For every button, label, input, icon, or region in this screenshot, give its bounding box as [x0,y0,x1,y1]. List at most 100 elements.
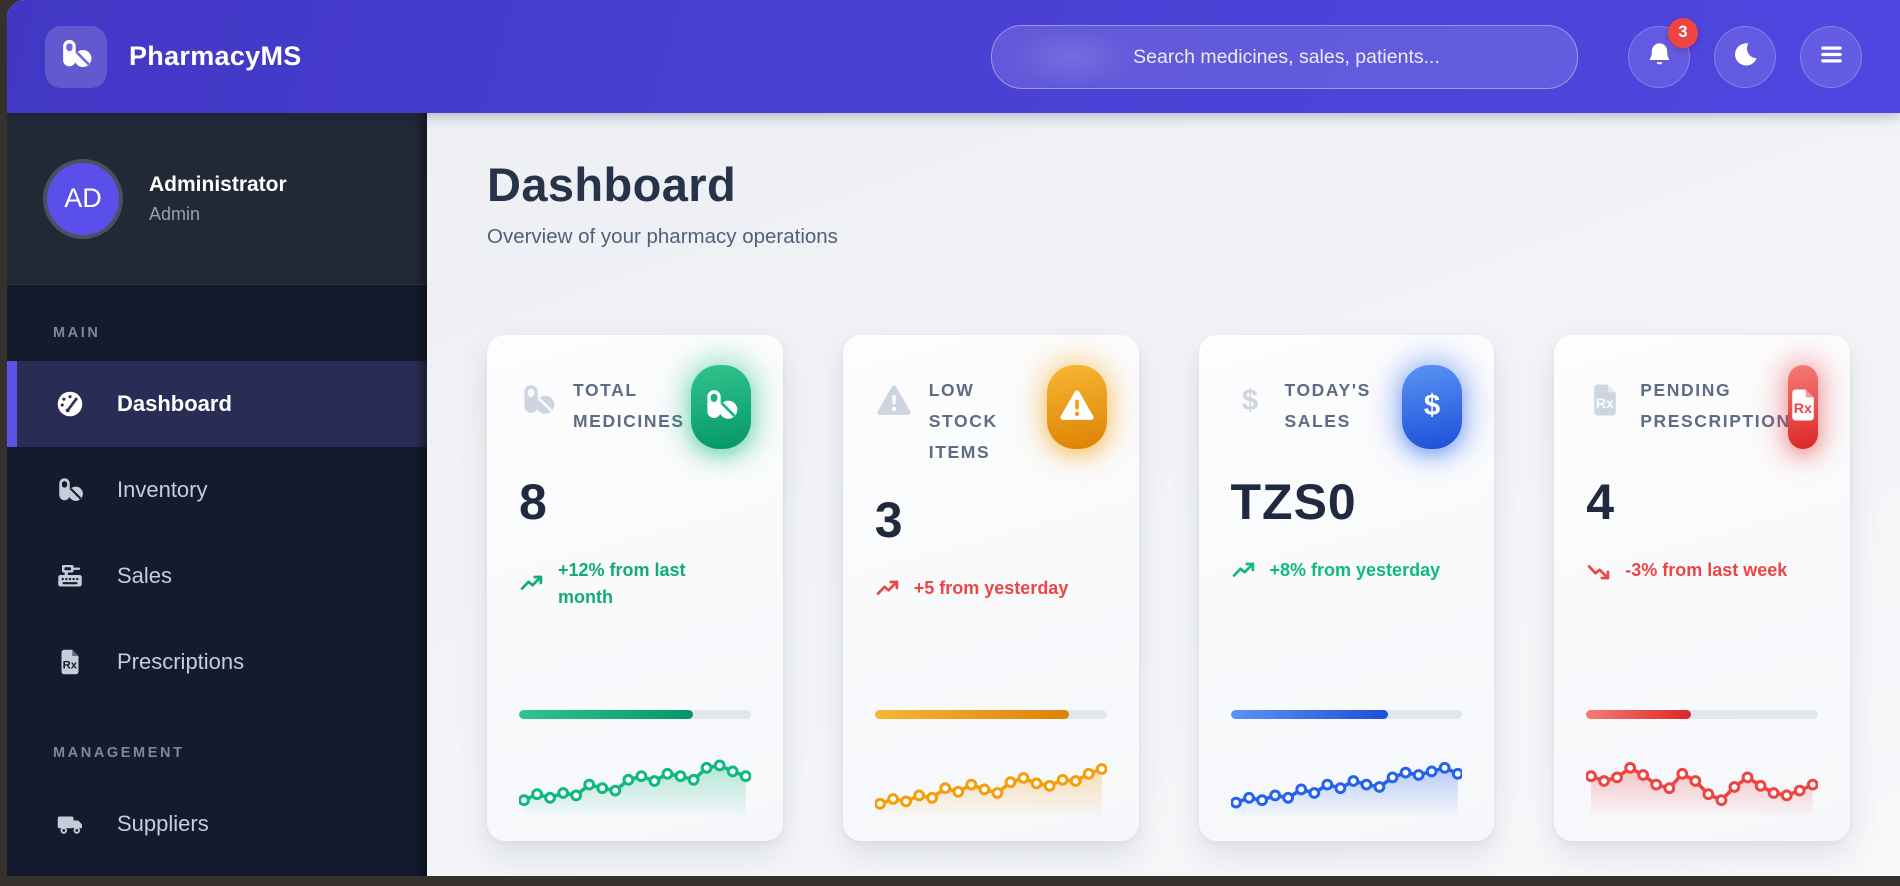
sidebar-item-label: Suppliers [117,811,209,836]
stat-card-badge [1046,365,1107,450]
dollar-icon: $ [1231,381,1269,419]
register-icon [53,559,87,593]
notification-count-badge: 3 [1668,17,1698,48]
pills-icon [702,386,740,429]
sparkline-chart [519,739,751,816]
menu-button[interactable] [1800,25,1862,88]
stat-card-value: 4 [1586,474,1616,531]
progress-track [1586,710,1818,720]
warning-icon [875,381,913,419]
nav-section-label: MANAGEMENT [53,745,185,761]
svg-text:Rx: Rx [1794,401,1812,417]
stat-card-label: PENDING PRESCRIPTIONS [1640,380,1804,432]
trend-text: -3% from last week [1625,560,1788,581]
sidebar-item-suppliers[interactable]: Suppliers [7,781,427,867]
rx-file-icon: Rx [1784,386,1822,429]
content-split: AD Administrator Admin MAIN Dashboard Inve… [7,113,1900,876]
sparkline-chart [874,739,1107,816]
stat-card-label: TODAY'S SALES [1284,380,1371,432]
progress-track [874,710,1107,720]
stat-card-header: $ TODAY'S SALES $ [1231,365,1463,450]
stat-card-trend: +5 from yesterday [875,575,1107,602]
main-content: Dashboard Overview of your pharmacy oper… [427,113,1900,876]
svg-text:$: $ [1424,389,1440,422]
user-role: Admin [149,203,201,224]
trend-down-icon [1586,558,1612,584]
global-search [991,24,1581,90]
stat-card-header: Rx PENDING PRESCRIPTIONS Rx [1586,365,1818,450]
app-title: PharmacyMS [129,41,302,71]
stat-card: LOW STOCK ITEMS 3 +5 from yesterday [842,335,1139,842]
stat-card-badge: Rx [1788,365,1818,450]
stat-card-value: TZS0 [1230,474,1357,531]
progress-track [519,710,751,720]
nav-section-label: MAIN [53,325,101,341]
sidebar-item-sales[interactable]: Sales [7,533,427,619]
stat-card: TOTAL MEDICINES 8 +12% from last month [487,335,783,842]
sidebar-item-label: Sales [117,563,173,588]
warning-icon [1058,386,1096,429]
stat-card-label: TOTAL MEDICINES [573,380,685,432]
app-shell: PharmacyMS 3 AD Administrator Admin M [7,0,1900,876]
pills-icon [58,36,94,77]
menu-icon [1817,40,1846,74]
svg-text:Rx: Rx [63,660,78,672]
rx-file-icon: Rx [1586,381,1624,419]
sidebar: AD Administrator Admin MAIN Dashboard Inve… [7,113,427,876]
notifications-button[interactable]: 3 [1628,17,1698,88]
moon-icon [1731,40,1760,74]
stat-card-badge [690,365,751,450]
progress-track [1230,710,1463,720]
progress-fill [874,710,1070,720]
trend-text: +12% from last month [558,560,686,608]
avatar: AD [43,158,123,239]
sidebar-item-prescriptions[interactable]: Rx Prescriptions [7,619,427,705]
stat-card-badge: $ [1402,365,1463,450]
svg-text:Rx: Rx [1596,397,1614,413]
stat-card-header: TOTAL MEDICINES [519,365,751,450]
progress-fill [1230,710,1389,720]
pills-icon [53,473,87,507]
search-input[interactable] [992,25,1581,90]
top-bar: PharmacyMS 3 [7,0,1900,113]
rx-file-icon: Rx [53,645,87,679]
user-meta: Administrator Admin [149,173,287,225]
progress-fill [519,710,693,720]
stat-card-trend: +12% from last month [519,557,751,611]
sidebar-item-label: Prescriptions [117,649,245,674]
sidebar-item-dashboard[interactable]: Dashboard [7,361,427,447]
stat-card-value: 8 [519,474,548,531]
sidebar-item-label: Inventory [117,477,208,502]
progress-fill [1586,710,1691,720]
gauge-icon [53,387,87,421]
dark-mode-toggle[interactable] [1714,25,1776,88]
sidebar-nav: MAIN Dashboard Inventory Sales Rx Prescriptio… [7,285,427,867]
trend-text: +8% from yesterday [1269,560,1441,581]
stat-card-trend: -3% from last week [1586,557,1818,584]
stat-card-trend: +8% from yesterday [1231,557,1463,584]
user-name: Administrator [149,172,287,196]
trend-up-icon [519,571,545,597]
page-title: Dashboard [487,158,737,211]
trend-text: +5 from yesterday [913,578,1069,599]
user-profile[interactable]: AD Administrator Admin [7,113,427,285]
bell-icon [1645,40,1674,74]
pills-icon [519,381,557,419]
stat-card-header: LOW STOCK ITEMS [875,365,1107,467]
sidebar-item-inventory[interactable]: Inventory [7,447,427,533]
stat-cards-row: TOTAL MEDICINES 8 +12% from last month LOW … [487,335,1850,842]
trend-up-icon [1231,558,1257,584]
stat-card: $ TODAY'S SALES $ TZS0 +8% from yesterday [1198,335,1495,842]
trend-up-icon [875,576,901,602]
truck-icon [53,807,87,841]
dollar-icon: $ [1413,386,1451,429]
app-logo [45,25,107,88]
sparkline-chart [1230,739,1463,816]
sparkline-chart [1586,739,1818,816]
svg-text:$: $ [1241,384,1257,417]
stat-card-value: 3 [874,492,904,549]
stat-card-label: LOW STOCK ITEMS [928,380,998,462]
stat-card: Rx PENDING PRESCRIPTIONS Rx 4 -3% from last … [1554,335,1850,842]
page-subtitle: Overview of your pharmacy operations [487,225,838,249]
sidebar-item-label: Dashboard [117,391,232,416]
